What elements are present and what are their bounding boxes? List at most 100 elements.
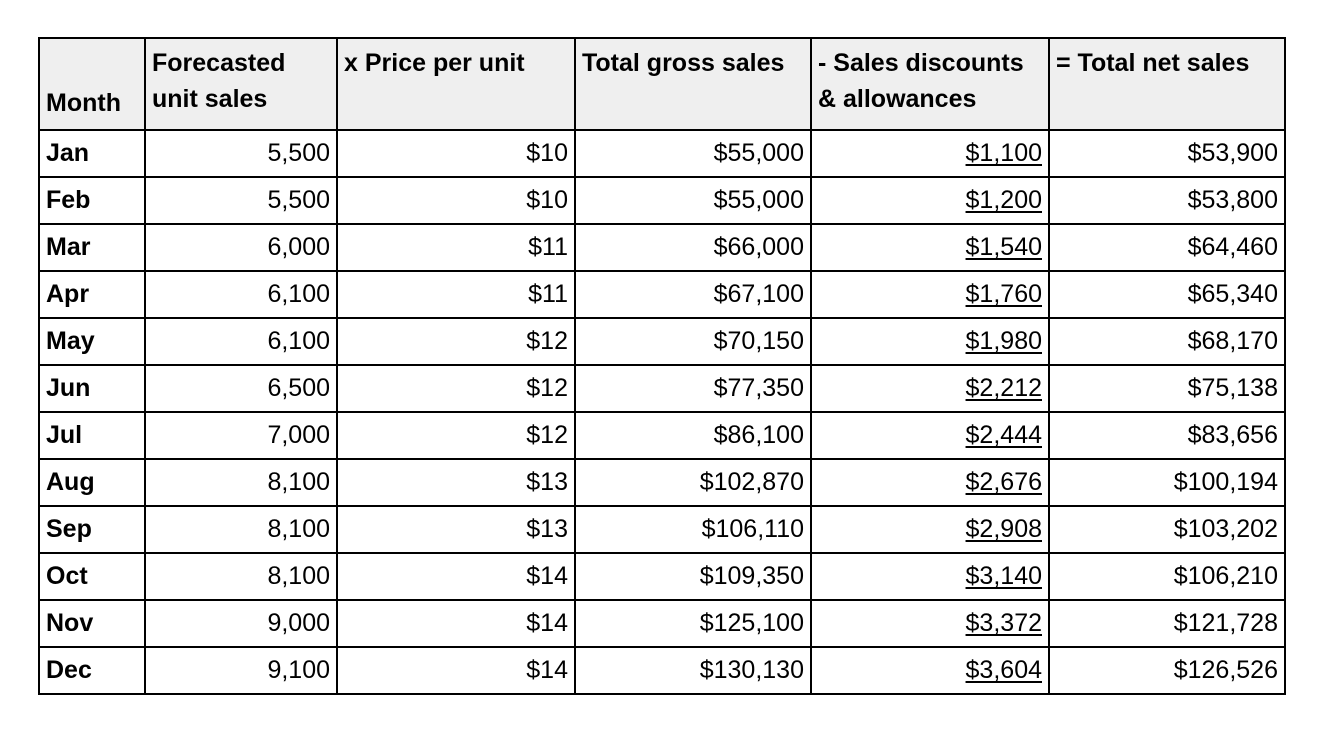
cell-sales-discounts: $3,604 [810, 646, 1050, 695]
cell-month: Jun [38, 364, 146, 413]
cell-price-per-unit: $14 [336, 552, 576, 601]
cell-total-gross-sales: $70,150 [574, 317, 812, 366]
header-total-net-sales: = Total net sales [1048, 37, 1286, 131]
cell-total-net-sales: $126,526 [1048, 646, 1286, 695]
cell-month: Nov [38, 599, 146, 648]
cell-month: Aug [38, 458, 146, 507]
table-row: Oct 8,100 $14 $109,350 $3,140 $106,210 [38, 552, 1286, 601]
discount-value: $2,676 [965, 468, 1042, 496]
table-row: May 6,100 $12 $70,150 $1,980 $68,170 [38, 317, 1286, 366]
discount-value: $1,980 [965, 327, 1042, 355]
cell-forecasted-unit-sales: 8,100 [144, 458, 338, 507]
cell-price-per-unit: $13 [336, 505, 576, 554]
cell-price-per-unit: $12 [336, 317, 576, 366]
cell-total-net-sales: $83,656 [1048, 411, 1286, 460]
header-price-per-unit: x Price per unit [336, 37, 576, 131]
cell-price-per-unit: $11 [336, 223, 576, 272]
header-row: Month Forecasted unit sales x Price per … [38, 37, 1286, 131]
cell-month: Mar [38, 223, 146, 272]
cell-total-net-sales: $53,900 [1048, 129, 1286, 178]
cell-total-net-sales: $103,202 [1048, 505, 1286, 554]
cell-sales-discounts: $2,444 [810, 411, 1050, 460]
cell-forecasted-unit-sales: 6,000 [144, 223, 338, 272]
table-row: Jun 6,500 $12 $77,350 $2,212 $75,138 [38, 364, 1286, 413]
cell-sales-discounts: $3,372 [810, 599, 1050, 648]
cell-month: May [38, 317, 146, 366]
cell-total-net-sales: $65,340 [1048, 270, 1286, 319]
cell-price-per-unit: $10 [336, 129, 576, 178]
table-row: Dec 9,100 $14 $130,130 $3,604 $126,526 [38, 646, 1286, 695]
table-row: Jan 5,500 $10 $55,000 $1,100 $53,900 [38, 129, 1286, 178]
cell-total-net-sales: $53,800 [1048, 176, 1286, 225]
cell-total-net-sales: $100,194 [1048, 458, 1286, 507]
cell-total-gross-sales: $86,100 [574, 411, 812, 460]
cell-sales-discounts: $1,980 [810, 317, 1050, 366]
header-sales-discounts-allowances: - Sales discounts & allowances [810, 37, 1050, 131]
cell-month: Apr [38, 270, 146, 319]
cell-sales-discounts: $1,100 [810, 129, 1050, 178]
cell-forecasted-unit-sales: 6,500 [144, 364, 338, 413]
discount-value: $3,140 [965, 562, 1042, 590]
cell-total-gross-sales: $102,870 [574, 458, 812, 507]
cell-price-per-unit: $13 [336, 458, 576, 507]
cell-sales-discounts: $2,212 [810, 364, 1050, 413]
table-body: Jan 5,500 $10 $55,000 $1,100 $53,900 Feb 5,500 $… [38, 129, 1286, 695]
cell-price-per-unit: $12 [336, 364, 576, 413]
discount-value: $1,760 [965, 280, 1042, 308]
table-row: Nov 9,000 $14 $125,100 $3,372 $121,728 [38, 599, 1286, 648]
cell-total-gross-sales: $106,110 [574, 505, 812, 554]
cell-forecasted-unit-sales: 8,100 [144, 505, 338, 554]
cell-total-gross-sales: $66,000 [574, 223, 812, 272]
cell-month: Jul [38, 411, 146, 460]
cell-forecasted-unit-sales: 9,000 [144, 599, 338, 648]
cell-price-per-unit: $10 [336, 176, 576, 225]
header-forecasted-unit-sales: Forecasted unit sales [144, 37, 338, 131]
cell-month: Oct [38, 552, 146, 601]
cell-total-gross-sales: $67,100 [574, 270, 812, 319]
cell-forecasted-unit-sales: 8,100 [144, 552, 338, 601]
table-row: Apr 6,100 $11 $67,100 $1,760 $65,340 [38, 270, 1286, 319]
cell-total-gross-sales: $77,350 [574, 364, 812, 413]
cell-sales-discounts: $1,200 [810, 176, 1050, 225]
cell-forecasted-unit-sales: 5,500 [144, 176, 338, 225]
header-total-gross-sales: Total gross sales [574, 37, 812, 131]
cell-sales-discounts: $2,676 [810, 458, 1050, 507]
cell-total-gross-sales: $55,000 [574, 176, 812, 225]
discount-value: $2,212 [965, 374, 1042, 402]
cell-month: Jan [38, 129, 146, 178]
cell-month: Sep [38, 505, 146, 554]
discount-value: $3,604 [965, 656, 1042, 684]
cell-sales-discounts: $1,540 [810, 223, 1050, 272]
cell-total-gross-sales: $55,000 [574, 129, 812, 178]
cell-price-per-unit: $14 [336, 646, 576, 695]
header-month: Month [38, 37, 146, 131]
cell-forecasted-unit-sales: 5,500 [144, 129, 338, 178]
sales-forecast-table: Month Forecasted unit sales x Price per … [38, 37, 1286, 695]
cell-price-per-unit: $11 [336, 270, 576, 319]
cell-total-net-sales: $106,210 [1048, 552, 1286, 601]
cell-price-per-unit: $12 [336, 411, 576, 460]
cell-total-gross-sales: $130,130 [574, 646, 812, 695]
cell-month: Feb [38, 176, 146, 225]
cell-month: Dec [38, 646, 146, 695]
cell-sales-discounts: $3,140 [810, 552, 1050, 601]
cell-total-net-sales: $64,460 [1048, 223, 1286, 272]
cell-total-gross-sales: $125,100 [574, 599, 812, 648]
table-row: Aug 8,100 $13 $102,870 $2,676 $100,194 [38, 458, 1286, 507]
table-header: Month Forecasted unit sales x Price per … [38, 37, 1286, 131]
cell-forecasted-unit-sales: 9,100 [144, 646, 338, 695]
discount-value: $1,200 [965, 186, 1042, 214]
cell-price-per-unit: $14 [336, 599, 576, 648]
cell-sales-discounts: $1,760 [810, 270, 1050, 319]
table-row: Jul 7,000 $12 $86,100 $2,444 $83,656 [38, 411, 1286, 460]
discount-value: $3,372 [965, 609, 1042, 637]
table-row: Mar 6,000 $11 $66,000 $1,540 $64,460 [38, 223, 1286, 272]
cell-forecasted-unit-sales: 7,000 [144, 411, 338, 460]
discount-value: $1,540 [965, 233, 1042, 261]
cell-forecasted-unit-sales: 6,100 [144, 270, 338, 319]
cell-sales-discounts: $2,908 [810, 505, 1050, 554]
cell-total-net-sales: $121,728 [1048, 599, 1286, 648]
cell-total-net-sales: $68,170 [1048, 317, 1286, 366]
cell-forecasted-unit-sales: 6,100 [144, 317, 338, 366]
table-row: Sep 8,100 $13 $106,110 $2,908 $103,202 [38, 505, 1286, 554]
